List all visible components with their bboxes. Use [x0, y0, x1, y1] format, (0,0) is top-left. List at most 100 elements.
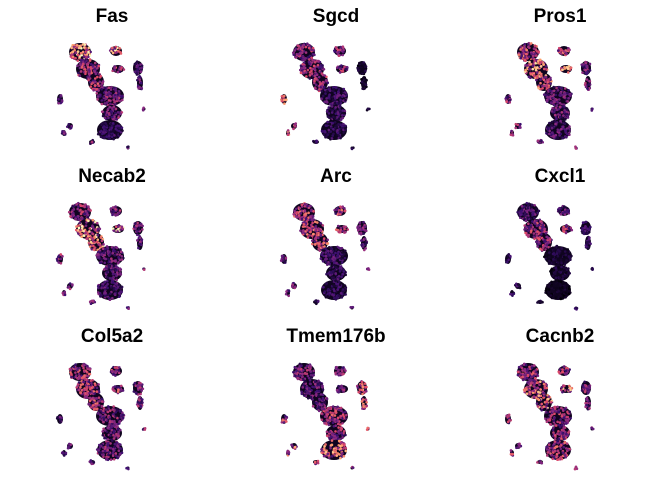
data-point [549, 268, 553, 272]
data-point [142, 268, 146, 271]
data-point [329, 130, 333, 133]
data-point [319, 393, 323, 396]
data-point [561, 370, 565, 374]
data-point [89, 302, 93, 306]
data-point [300, 375, 304, 379]
data-point [336, 446, 340, 450]
data-point [295, 216, 299, 219]
data-point [315, 389, 319, 393]
data-point [86, 65, 90, 69]
data-point [299, 212, 302, 215]
data-point [360, 64, 364, 68]
data-point [562, 445, 566, 449]
data-point [324, 260, 328, 264]
data-point [317, 386, 321, 389]
data-point [84, 70, 87, 73]
data-point [70, 375, 73, 379]
data-point [549, 82, 552, 85]
data-point [112, 96, 116, 99]
data-point [557, 266, 560, 269]
data-point [553, 272, 557, 276]
data-point [556, 432, 559, 436]
data-point [537, 86, 540, 90]
data-point [108, 253, 112, 256]
data-point [524, 64, 527, 67]
data-point [338, 71, 342, 74]
data-point [511, 452, 515, 456]
data-point [521, 373, 525, 376]
data-point [81, 382, 85, 386]
data-point [87, 50, 90, 54]
data-point [300, 203, 304, 207]
data-point [536, 461, 539, 464]
data-point [587, 240, 591, 243]
data-point [555, 452, 559, 456]
data-point [330, 111, 334, 114]
data-point [110, 259, 114, 263]
data-point [548, 259, 551, 263]
data-point [534, 387, 537, 390]
data-point [290, 285, 294, 288]
data-point [583, 389, 587, 393]
data-point [565, 52, 568, 56]
data-point [106, 286, 109, 290]
data-point [545, 243, 549, 247]
data-point [96, 75, 99, 79]
data-point [317, 242, 321, 245]
data-point [119, 410, 122, 413]
data-point [320, 404, 323, 407]
data-point [569, 388, 572, 392]
data-point [351, 466, 355, 469]
data-point [309, 370, 313, 373]
data-point [104, 266, 108, 270]
data-point [567, 417, 571, 421]
data-point [361, 70, 365, 74]
data-point [337, 122, 340, 126]
data-point [329, 119, 332, 122]
data-point [356, 66, 359, 70]
data-point [88, 227, 92, 230]
data-point [298, 206, 302, 210]
data-point [112, 264, 116, 268]
data-point [88, 391, 91, 395]
data-point [322, 454, 326, 458]
data-point [339, 447, 343, 450]
data-point [340, 251, 344, 254]
data-point [324, 254, 328, 258]
data-point [343, 444, 346, 447]
data-point [563, 437, 566, 441]
data-point [341, 45, 345, 49]
data-point [535, 224, 539, 228]
data-point [320, 412, 323, 415]
data-point [79, 70, 83, 73]
data-point [84, 231, 87, 235]
data-point [356, 64, 360, 68]
data-point [111, 451, 115, 455]
data-point [114, 282, 117, 286]
scatter-plot [504, 201, 595, 311]
data-point [509, 452, 513, 456]
data-point [328, 262, 331, 266]
data-point [557, 429, 560, 433]
data-point [521, 378, 525, 382]
data-point [298, 370, 302, 374]
data-point [562, 365, 566, 368]
data-point [115, 265, 118, 268]
data-point [321, 80, 325, 84]
data-point [559, 418, 562, 421]
data-point [585, 387, 589, 390]
data-point [557, 98, 561, 101]
data-point [118, 253, 121, 256]
data-point [78, 221, 82, 225]
data-point [328, 407, 331, 411]
data-point [557, 295, 560, 299]
data-point [114, 103, 117, 106]
data-point [529, 63, 533, 66]
data-point [98, 227, 102, 231]
data-point [119, 52, 123, 55]
data-point [534, 369, 537, 372]
data-point [542, 405, 546, 408]
data-point [77, 71, 80, 75]
data-point [116, 110, 120, 114]
